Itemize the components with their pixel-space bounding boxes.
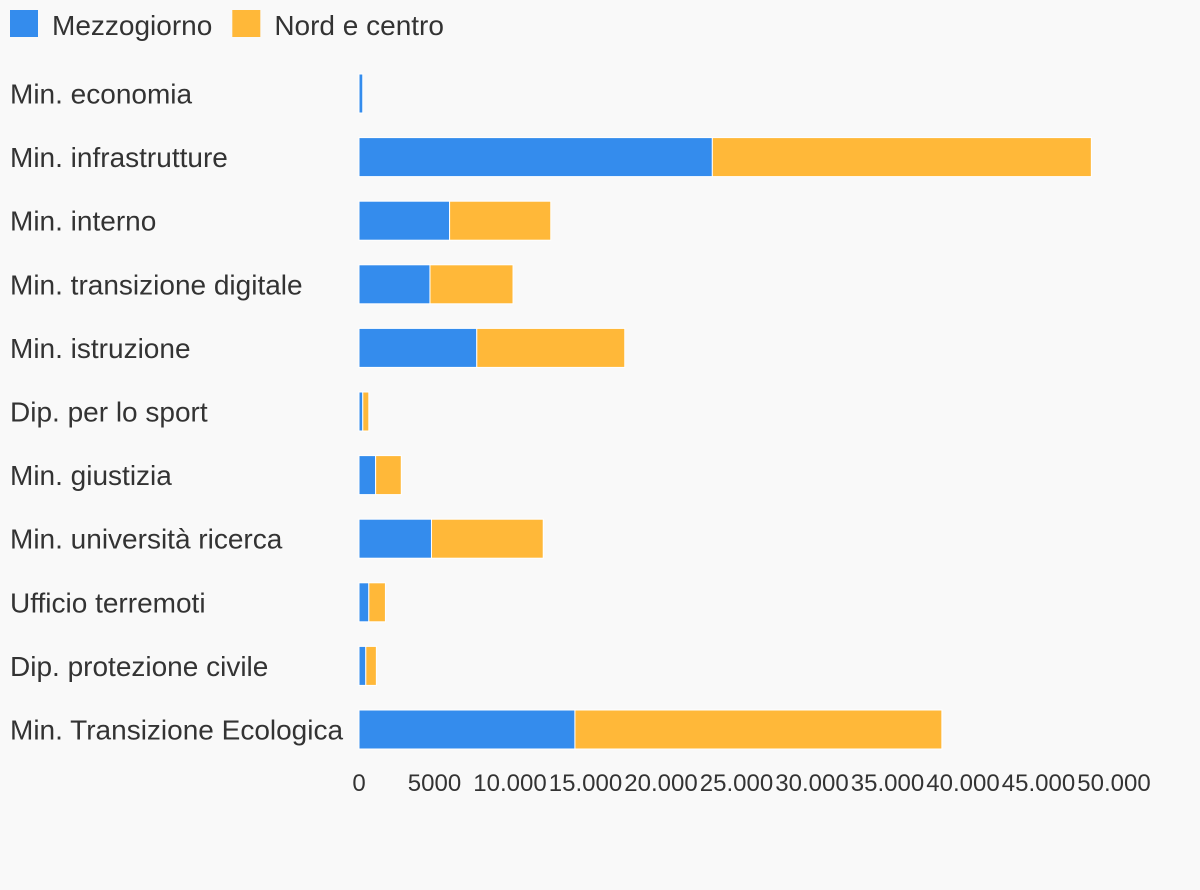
- category-labels: Min. economia Min. infrastrutture Min. int…: [10, 79, 343, 746]
- bar-nord-e-centro-min-transizione-digitale[interactable]: [429, 264, 514, 305]
- legend-item-nord-e-centro[interactable]: Nord e centro: [232, 10, 444, 41]
- bar-nord-e-centro-min-infrastrutture[interactable]: [711, 137, 1092, 178]
- x-tick-label: 0: [352, 770, 365, 797]
- x-tick-label: 20.000: [624, 770, 697, 797]
- bar-nord-e-centro-min-giustizia[interactable]: [375, 455, 402, 496]
- bar-nord-e-centro-min-interno[interactable]: [449, 200, 552, 241]
- x-tick-label: 45.000: [1002, 770, 1075, 797]
- bar-nord-e-centro-min-transizione-ecologica[interactable]: [574, 709, 943, 750]
- bar-nord-e-centro-min-universita-ricerca[interactable]: [430, 518, 544, 559]
- x-tick-label: 30.000: [775, 770, 848, 797]
- category-label-min-giustizia: Min. giustizia: [10, 460, 172, 491]
- bar-nord-e-centro-ufficio-terremoti[interactable]: [368, 582, 386, 623]
- bar-nord-e-centro-dip-per-lo-sport[interactable]: [362, 391, 370, 432]
- bar-mezzogiorno-min-giustizia[interactable]: [358, 455, 377, 496]
- category-label-ufficio-terremoti: Ufficio terremoti: [10, 587, 206, 618]
- bar-mezzogiorno-min-istruzione[interactable]: [358, 327, 478, 368]
- x-tick-label: 10.000: [473, 770, 546, 797]
- category-label-dip-per-lo-sport: Dip. per lo sport: [10, 397, 208, 428]
- bar-mezzogiorno-ufficio-terremoti[interactable]: [358, 582, 370, 623]
- category-label-min-interno: Min. interno: [10, 206, 156, 237]
- x-tick-label: 40.000: [926, 770, 999, 797]
- legend-swatch-nord-e-centro: [232, 10, 261, 37]
- x-tick-label: 15.000: [549, 770, 622, 797]
- bar-mezzogiorno-min-infrastrutture[interactable]: [358, 137, 713, 178]
- bar-mezzogiorno-dip-per-lo-sport[interactable]: [358, 391, 364, 432]
- bar-mezzogiorno-min-transizione-ecologica[interactable]: [358, 709, 576, 750]
- category-label-min-infrastrutture: Min. infrastrutture: [10, 142, 228, 173]
- bar-mezzogiorno-min-interno[interactable]: [358, 200, 451, 241]
- category-label-min-transizione-digitale: Min. transizione digitale: [10, 269, 303, 300]
- bar-mezzogiorno-min-transizione-digitale[interactable]: [358, 264, 431, 305]
- legend-swatch-mezzogiorno: [10, 10, 38, 37]
- x-tick-label: 25.000: [700, 770, 773, 797]
- bar-nord-e-centro-min-istruzione[interactable]: [476, 327, 626, 368]
- category-label-min-universita-ricerca: Min. università ricerca: [10, 524, 283, 555]
- bar-mezzogiorno-min-economia[interactable]: [358, 73, 364, 114]
- legend-label-mezzogiorno: Mezzogiorno: [52, 10, 212, 41]
- legend-label-nord-e-centro: Nord e centro: [274, 10, 444, 41]
- category-label-min-economia: Min. economia: [10, 79, 193, 110]
- legend-item-mezzogiorno[interactable]: Mezzogiorno: [10, 10, 212, 41]
- x-tick-label: 50.000: [1077, 770, 1150, 797]
- bar-mezzogiorno-min-universita-ricerca[interactable]: [358, 518, 432, 559]
- x-axis: 0 5000 10.000 15.000 20.000 25.000 30.000 35.00…: [352, 770, 1150, 797]
- bar-nord-e-centro-dip-protezione-civile[interactable]: [365, 645, 377, 686]
- legend: Mezzogiorno Nord e centro: [10, 10, 444, 41]
- category-label-min-transizione-ecologica: Min. Transizione Ecologica: [10, 715, 343, 746]
- x-tick-label: 5000: [408, 770, 461, 797]
- category-label-dip-protezione-civile: Dip. protezione civile: [10, 651, 268, 682]
- x-tick-label: 35.000: [851, 770, 924, 797]
- category-label-min-istruzione: Min. istruzione: [10, 333, 191, 364]
- bar-mezzogiorno-dip-protezione-civile[interactable]: [358, 645, 367, 686]
- bars: [358, 73, 1092, 750]
